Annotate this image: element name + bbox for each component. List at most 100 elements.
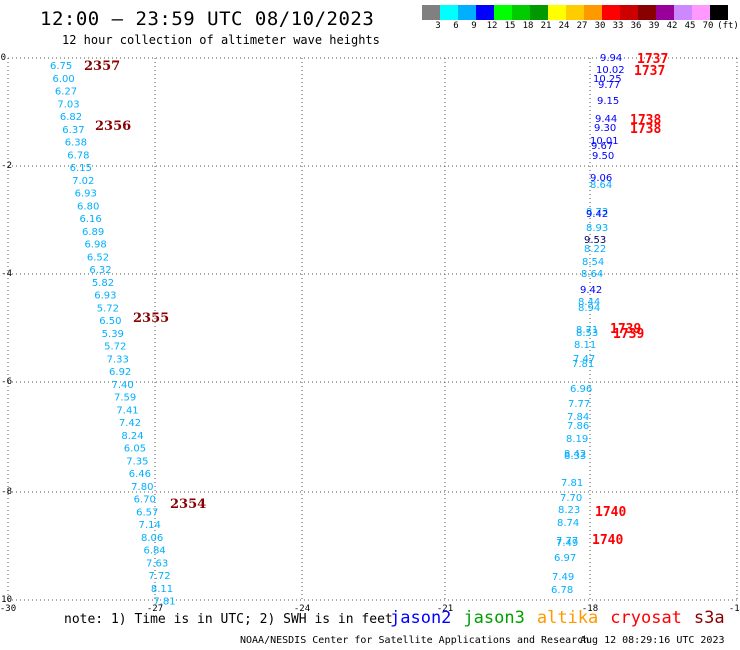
lat-tick-label: -2 xyxy=(1,161,12,171)
axis-tick-labels: 0 -2 -4 -6 -8 -10-30 -27 -24 -21 -18 -15 xyxy=(0,53,740,614)
wave-height-label: 7.70 xyxy=(560,493,582,504)
wave-height-label: 8.24 xyxy=(121,431,143,442)
track-time-label: 1737 xyxy=(637,52,668,67)
wave-height-label: 7.33 xyxy=(107,354,129,365)
wave-height-label: 9.30 xyxy=(594,123,616,134)
wave-height-label: 7.47 xyxy=(573,354,595,365)
colorbar-swatch xyxy=(494,5,512,20)
wave-height-label: 9.42 xyxy=(580,285,602,296)
wave-height-label: 7.02 xyxy=(72,176,94,187)
colorbar-label: 39 xyxy=(648,21,660,31)
colorbar-labels: 3 6 9 12 15 18 21 24 27 30 33 36 39 42 45 70 (ft) xyxy=(422,21,740,33)
right-satellite-track: 9.9410.0210.259.779.159.449.3010.019.679… xyxy=(551,53,625,596)
colorbar-label: 9 xyxy=(471,21,477,31)
wave-height-label: 6.80 xyxy=(77,201,99,212)
wave-height-label: 9.42 xyxy=(586,209,608,220)
colorbar-swatch xyxy=(674,5,692,20)
lat-tick-label: -6 xyxy=(1,377,12,387)
wave-height-label: 8.64 xyxy=(590,180,612,191)
wave-height-label: 8.11 xyxy=(151,584,173,595)
wave-height-label: 6.50 xyxy=(99,316,121,327)
wave-height-label: 6.97 xyxy=(554,553,576,564)
track-time-label: 2357 xyxy=(84,59,120,74)
wave-height-label: 8.44 xyxy=(578,297,600,308)
wave-height-label: 10.01 xyxy=(590,136,619,147)
wave-height-label: 7.86 xyxy=(567,421,589,432)
colorbar-label: 6 xyxy=(453,21,459,31)
wave-height-label: 6.00 xyxy=(52,74,74,85)
wave-height-label: 8.73 xyxy=(586,207,608,218)
wave-height-label: 6.93 xyxy=(94,291,116,302)
lon-tick-label: -21 xyxy=(437,604,453,614)
wave-height-label: 6.78 xyxy=(551,585,573,596)
wave-height-label: 5.72 xyxy=(104,342,126,353)
track-time-label: 2356 xyxy=(95,119,131,134)
lon-tick-label: -18 xyxy=(582,604,598,614)
wave-height-label: 7.35 xyxy=(126,456,148,467)
left-satellite-track: 6.75 6.00 6.277.03 6.82 6.37 6.386.78 6.15 7.02… xyxy=(50,61,176,608)
track-time-label: 1738 xyxy=(630,113,661,128)
wave-height-label: 5.72 xyxy=(97,303,119,314)
wave-height-label: 7.84 xyxy=(567,412,589,423)
legend-entry-s3a: s3a xyxy=(693,608,725,628)
satellite-legend: jason2 jason3 altika cryosat s3a xyxy=(390,608,737,628)
wave-height-label: 6.37 xyxy=(62,125,84,136)
colorbar-swatch xyxy=(458,5,476,20)
wave-height-label: 10.02 xyxy=(596,65,625,76)
wave-height-label: 7.77 xyxy=(556,536,578,547)
colorbar-label: 27 xyxy=(576,21,588,31)
colorbar-label: 42 xyxy=(666,21,678,31)
lon-tick-label: -27 xyxy=(147,604,163,614)
colorbar-label: 12 xyxy=(486,21,498,31)
lat-tick-label: -8 xyxy=(1,487,12,497)
wave-height-label: 7.40 xyxy=(112,380,134,391)
colorbar-label: 70 xyxy=(702,21,714,31)
wave-height-label: 8.54 xyxy=(582,257,604,268)
wave-height-label: 7.03 xyxy=(57,99,79,110)
colorbar-label: 15 xyxy=(504,21,516,31)
wave-height-label: 7.41 xyxy=(116,405,138,416)
wave-height-label: 5.82 xyxy=(92,278,114,289)
wave-height-label: 8.74 xyxy=(557,518,579,529)
wave-height-label: 8.11 xyxy=(574,340,596,351)
wave-height-label: 9.67 xyxy=(591,141,613,152)
colorbar-label: 36 xyxy=(630,21,642,31)
colorbar-swatch xyxy=(566,5,584,20)
track-time-label: 1738 xyxy=(630,122,661,137)
legend-entry-jason3: jason3 xyxy=(463,608,525,628)
colorbar-label: 30 xyxy=(594,21,606,31)
colorbar-swatch xyxy=(440,5,458,20)
wave-height-label: 6.52 xyxy=(87,252,109,263)
map-title: 12:00 – 23:59 UTC 08/10/2023 xyxy=(40,8,375,30)
wave-height-label: 6.92 xyxy=(109,367,131,378)
track-time-label: 1739 xyxy=(613,327,644,342)
track-time-label: 2354 xyxy=(170,497,206,512)
wave-height-label: 6.27 xyxy=(55,87,77,98)
wave-height-label: 6.96 xyxy=(570,384,592,395)
wave-height-label: 6.93 xyxy=(75,189,97,200)
colorbar-swatch xyxy=(422,5,440,20)
wave-height-label: 6.32 xyxy=(89,265,111,276)
wave-height-label: 6.38 xyxy=(65,138,87,149)
lon-tick-label: -15 xyxy=(729,604,740,614)
legend-entry-altika: altika xyxy=(536,608,599,628)
colorbar-swatch xyxy=(584,5,602,20)
lon-tick-label: -30 xyxy=(0,604,16,614)
footer-credit: NOAA/NESDIS Center for Satellite Applica… xyxy=(240,635,590,646)
wave-height-label: 6.75 xyxy=(50,61,72,72)
wave-height-label: 9.06 xyxy=(590,173,612,184)
colorbar-label: (ft) xyxy=(717,21,739,31)
wave-height-label: 6.70 xyxy=(134,495,156,506)
colorbar-swatch xyxy=(476,5,494,20)
wave-height-label: 7.14 xyxy=(139,520,161,531)
colorbar-swatch xyxy=(620,5,638,20)
colorbar-swatch xyxy=(548,5,566,20)
wave-height-label: 7.77 xyxy=(568,399,590,410)
lat-tick-label: 0 xyxy=(1,53,6,63)
wave-height-label: 8.64 xyxy=(581,269,603,280)
wave-height-label: 6.89 xyxy=(82,227,104,238)
wave-height-label: 5.39 xyxy=(102,329,124,340)
legend-entry-jason2: jason2 xyxy=(390,608,452,628)
colorbar-label: 3 xyxy=(435,21,441,31)
